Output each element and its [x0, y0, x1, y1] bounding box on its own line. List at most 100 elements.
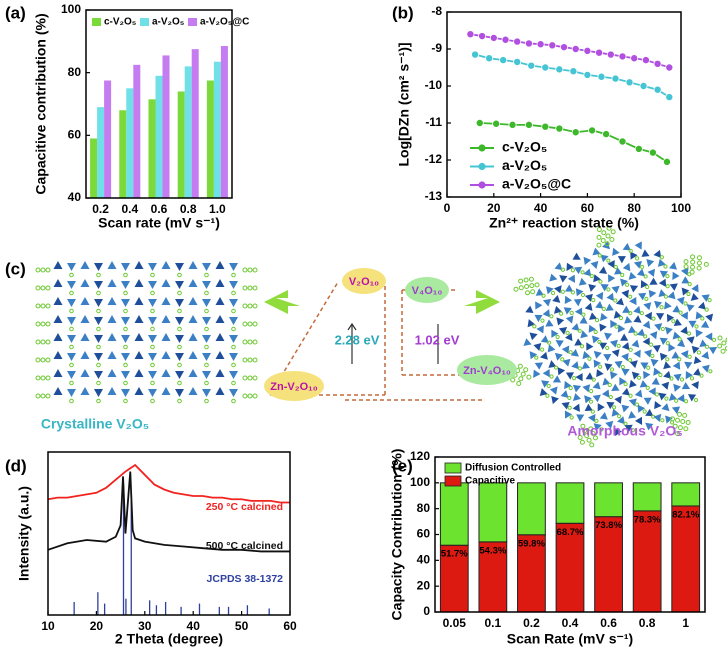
- polyhedron: [161, 333, 171, 341]
- ion: [252, 393, 258, 399]
- ion: [523, 277, 529, 283]
- polyhedron: [634, 389, 643, 398]
- polyhedron: [667, 291, 676, 300]
- ion: [518, 278, 524, 284]
- polyhedron: [643, 349, 652, 358]
- polyhedron: [529, 351, 538, 360]
- polyhedron: [561, 401, 570, 410]
- polyhedron: [672, 361, 681, 370]
- ion: [588, 399, 594, 404]
- polyhedron: [646, 258, 655, 268]
- polyhedron: [188, 333, 198, 341]
- y-tick-label: 80: [68, 65, 82, 79]
- polyhedron: [600, 284, 609, 292]
- polyhedron: [527, 319, 536, 328]
- polyhedron: [553, 305, 562, 314]
- ion: [671, 319, 676, 324]
- ion: [150, 344, 155, 350]
- polyhedron: [107, 351, 117, 359]
- polyhedron: [121, 371, 130, 379]
- ion: [45, 267, 51, 273]
- polyhedron: [94, 335, 103, 343]
- polyhedron: [107, 369, 117, 377]
- ion: [591, 377, 596, 382]
- marker: [541, 63, 550, 72]
- polyhedron: [612, 247, 620, 256]
- polyhedron: [554, 352, 563, 361]
- ion: [699, 373, 704, 378]
- x-tick-label: 0.8: [639, 616, 656, 630]
- y-tick-label: 40: [68, 190, 82, 204]
- ion: [646, 365, 651, 370]
- ion: [628, 311, 633, 316]
- polyhedron: [229, 353, 238, 361]
- axes-frame: [446, 11, 682, 198]
- ion: [676, 411, 682, 417]
- ion: [520, 371, 526, 377]
- state-oval: [405, 277, 449, 303]
- ion: [687, 354, 692, 359]
- ion: [96, 398, 101, 404]
- legend-swatch: [444, 475, 462, 487]
- ion: [567, 395, 572, 401]
- ion: [69, 326, 74, 332]
- polyhedron: [643, 302, 652, 311]
- ion: [150, 380, 155, 386]
- ion: [675, 417, 681, 423]
- polyhedron: [634, 416, 643, 426]
- polyhedron: [80, 351, 90, 359]
- polyhedron: [642, 337, 650, 346]
- polyhedron: [695, 329, 704, 338]
- value-label: 54.3%: [479, 545, 506, 556]
- ion: [696, 255, 702, 261]
- ion: [123, 344, 128, 350]
- marker: [618, 137, 627, 146]
- polyhedron: [161, 387, 171, 395]
- ion: [247, 303, 253, 309]
- polyhedron: [636, 328, 646, 337]
- polyhedron: [609, 371, 618, 380]
- polyhedron: [700, 320, 710, 328]
- ion: [252, 357, 258, 363]
- ion: [677, 357, 682, 362]
- polyhedron: [202, 317, 211, 325]
- polyhedron: [549, 386, 558, 395]
- polyhedron: [640, 362, 649, 370]
- panel-label: (d): [5, 456, 27, 475]
- marker: [485, 54, 494, 63]
- polyhedron: [658, 392, 667, 401]
- polyhedron: [148, 371, 157, 379]
- polyhedron: [681, 287, 690, 296]
- polyhedron: [551, 395, 559, 405]
- ion: [604, 241, 610, 247]
- polyhedron: [562, 358, 571, 367]
- polyhedron: [229, 299, 238, 307]
- polyhedron: [655, 313, 665, 321]
- ion: [252, 339, 258, 345]
- polyhedron: [541, 380, 550, 388]
- polyhedron: [565, 372, 574, 380]
- polyhedron: [552, 375, 562, 383]
- polyhedron: [631, 371, 640, 380]
- ion: [645, 385, 650, 390]
- ion: [247, 393, 253, 399]
- polyhedron: [580, 330, 589, 339]
- ion: [693, 397, 699, 403]
- polyhedron: [148, 389, 157, 397]
- polyhedron: [584, 293, 593, 302]
- ion: [69, 308, 74, 314]
- ion: [177, 362, 182, 368]
- polyhedron: [229, 335, 238, 343]
- ion: [633, 331, 638, 336]
- ion: [630, 428, 636, 433]
- polyhedron: [564, 410, 573, 419]
- polyhedron: [215, 279, 225, 287]
- ion: [204, 326, 209, 332]
- polyhedron: [94, 299, 103, 307]
- x-tick-label: 60: [581, 201, 595, 215]
- polyhedron: [148, 263, 157, 271]
- ion: [589, 389, 594, 394]
- polyhedron: [161, 315, 171, 323]
- polyhedron: [680, 267, 689, 276]
- series-label: JCPDS 38-1372: [207, 573, 284, 585]
